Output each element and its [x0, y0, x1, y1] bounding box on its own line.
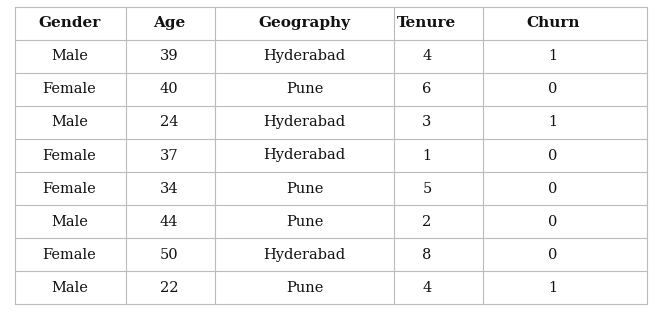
Text: 0: 0 [548, 148, 557, 163]
Text: 8: 8 [422, 248, 432, 262]
Text: Age: Age [153, 16, 185, 30]
Text: 22: 22 [160, 281, 178, 295]
Text: 3: 3 [422, 115, 432, 129]
Text: Hyderabad: Hyderabad [263, 148, 346, 163]
Text: Male: Male [51, 281, 88, 295]
Text: Hyderabad: Hyderabad [263, 248, 346, 262]
Text: Geography: Geography [259, 16, 350, 30]
Text: Female: Female [42, 148, 97, 163]
Text: 1: 1 [548, 115, 557, 129]
Text: Female: Female [42, 182, 97, 196]
Text: 6: 6 [422, 82, 432, 96]
Text: Pune: Pune [286, 281, 323, 295]
Text: Female: Female [42, 82, 97, 96]
Text: Hyderabad: Hyderabad [263, 115, 346, 129]
Text: 4: 4 [422, 49, 432, 63]
Text: 39: 39 [160, 49, 178, 63]
Text: 0: 0 [548, 215, 557, 229]
Text: Male: Male [51, 49, 88, 63]
Text: Female: Female [42, 248, 97, 262]
Text: 37: 37 [160, 148, 178, 163]
Text: Churn: Churn [526, 16, 579, 30]
Text: 1: 1 [422, 148, 432, 163]
Text: Male: Male [51, 215, 88, 229]
Text: Tenure: Tenure [397, 16, 457, 30]
Text: Pune: Pune [286, 215, 323, 229]
Text: 0: 0 [548, 182, 557, 196]
Text: 1: 1 [548, 281, 557, 295]
Text: 0: 0 [548, 248, 557, 262]
Text: 0: 0 [548, 82, 557, 96]
Text: Pune: Pune [286, 182, 323, 196]
Text: 5: 5 [422, 182, 432, 196]
Text: 2: 2 [422, 215, 432, 229]
Text: Hyderabad: Hyderabad [263, 49, 346, 63]
Text: 4: 4 [422, 281, 432, 295]
Text: 40: 40 [160, 82, 178, 96]
Text: Male: Male [51, 115, 88, 129]
Text: 44: 44 [160, 215, 178, 229]
Text: 1: 1 [548, 49, 557, 63]
Text: Gender: Gender [38, 16, 101, 30]
Text: 24: 24 [160, 115, 178, 129]
Text: 34: 34 [160, 182, 178, 196]
Text: Pune: Pune [286, 82, 323, 96]
Text: 50: 50 [160, 248, 178, 262]
